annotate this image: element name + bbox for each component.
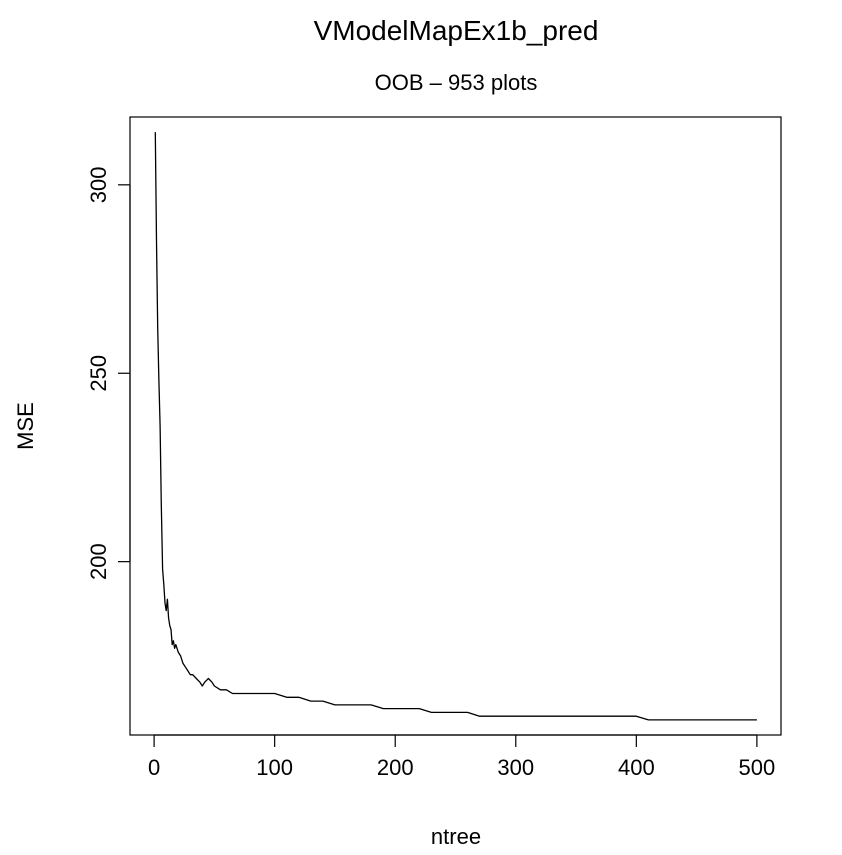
chart-title: VModelMapEx1b_pred — [314, 15, 599, 46]
y-axis-label: MSE — [13, 402, 38, 450]
x-tick-label: 500 — [739, 755, 776, 780]
chart-subtitle: OOB – 953 plots — [375, 70, 538, 95]
y-axis: 200 250 300 — [86, 166, 131, 580]
x-tick-label: 100 — [256, 755, 293, 780]
y-tick-label: 300 — [86, 166, 111, 203]
x-axis: 0 100 200 300 400 500 — [148, 734, 776, 780]
y-tick-label: 200 — [86, 543, 111, 580]
x-tick-label: 200 — [377, 755, 414, 780]
mse-series-line — [154, 132, 757, 721]
y-tick-label: 250 — [86, 355, 111, 392]
x-axis-label: ntree — [431, 824, 481, 849]
x-tick-label: 300 — [497, 755, 534, 780]
x-tick-label: 0 — [148, 755, 160, 780]
plot-frame — [129, 116, 782, 736]
x-tick-label: 400 — [618, 755, 655, 780]
